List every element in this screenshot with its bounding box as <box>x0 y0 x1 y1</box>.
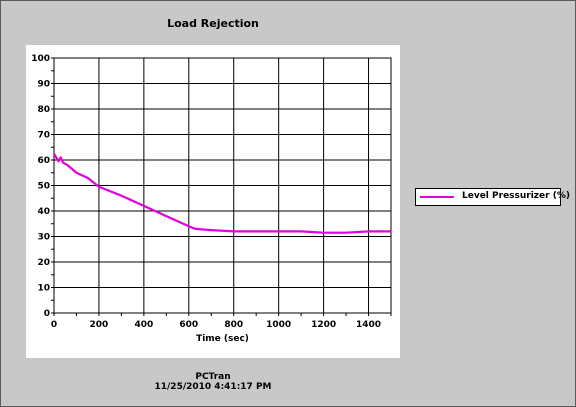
data-point <box>300 230 302 233</box>
legend: Level Pressurizer (%) <box>415 188 570 206</box>
series-line <box>53 153 391 234</box>
data-point <box>62 161 64 164</box>
plot-panel: 0 10 20 30 40 50 60 70 80 90 100 0 200 400 600 800 1000 1… <box>26 45 400 358</box>
x-tick-label: 400 <box>134 320 153 330</box>
data-point <box>210 229 213 231</box>
y-tick-label: 10 <box>37 284 50 294</box>
data-point <box>66 164 69 166</box>
legend-swatch <box>420 196 454 198</box>
x-axis-title: Time (sec) <box>196 334 249 344</box>
y-tick-label: 60 <box>37 156 50 166</box>
data-point <box>57 160 60 163</box>
legend-label: Level Pressurizer (%) <box>462 191 570 201</box>
y-tick-label: 90 <box>37 80 50 90</box>
data-point <box>53 152 55 155</box>
data-point <box>322 231 325 234</box>
data-point <box>390 230 392 233</box>
data-point <box>188 225 190 228</box>
y-tick-label: 30 <box>37 233 50 243</box>
data-point <box>345 231 347 234</box>
x-tick-label: 1000 <box>266 320 291 330</box>
data-point <box>98 185 100 188</box>
x-tick-label: 1400 <box>356 320 381 330</box>
x-tick-label: 800 <box>224 320 243 330</box>
footer: PCTran 11/25/2010 4:41:17 PM <box>1 372 425 392</box>
x-tick-label: 1200 <box>311 320 336 330</box>
data-point <box>55 156 58 159</box>
footer-app-name: PCTran <box>195 372 231 382</box>
data-point <box>232 230 235 233</box>
y-tick-label: 50 <box>37 182 50 192</box>
data-point <box>59 156 62 159</box>
footer-timestamp: 11/25/2010 4:41:17 PM <box>154 382 272 392</box>
y-tick-label: 40 <box>37 207 50 217</box>
data-point <box>75 171 78 174</box>
x-tick-label: 600 <box>179 320 198 330</box>
data-point <box>255 230 257 233</box>
data-point <box>143 205 145 207</box>
data-point <box>86 177 89 179</box>
data-point <box>120 194 123 197</box>
y-tick-label: 100 <box>31 54 50 64</box>
y-tick-label: 20 <box>37 258 50 268</box>
x-tick-label: 0 <box>51 320 57 330</box>
data-point <box>277 230 280 233</box>
data-point <box>194 228 197 230</box>
data-point <box>165 215 168 217</box>
x-tick-label: 200 <box>90 320 109 330</box>
y-tick-label: 0 <box>44 309 50 319</box>
y-tick-label: 70 <box>37 131 50 141</box>
chart-title: Load Rejection <box>167 17 259 30</box>
data-point <box>367 230 370 233</box>
y-tick-label: 80 <box>37 105 50 115</box>
